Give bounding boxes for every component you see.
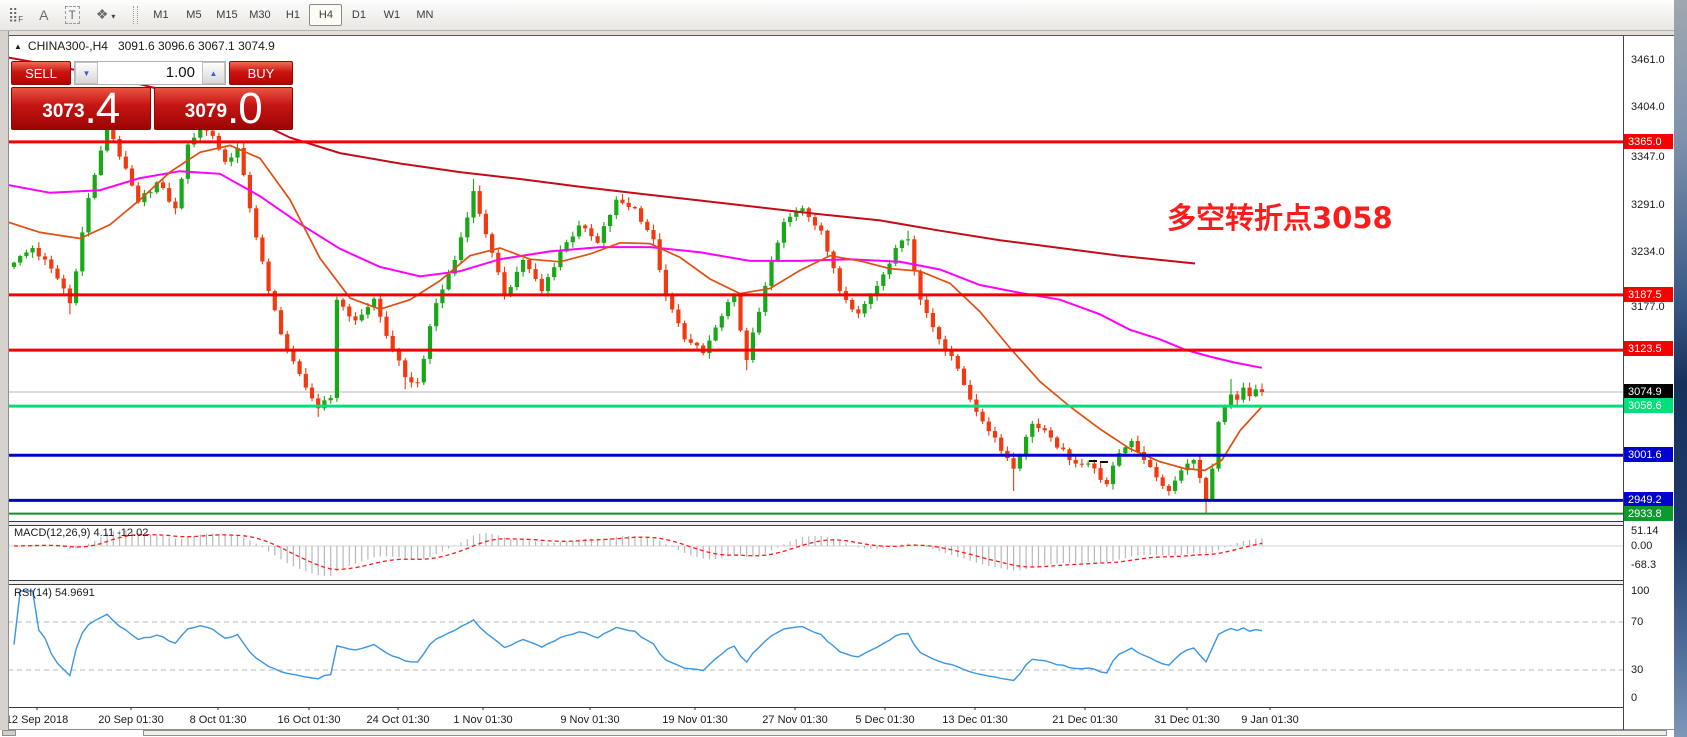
price-tag-2933.8: 2933.8 [1624, 506, 1673, 521]
date-label: 9 Jan 01:30 [1241, 714, 1299, 726]
date-label: 1 Nov 01:30 [453, 714, 513, 726]
window-top-gap [0, 31, 1687, 35]
shapes-dropdown-icon[interactable]: ❖ ▾ [95, 5, 116, 22]
timeframe-button-m5[interactable]: M5 [186, 9, 202, 21]
collapse-triangle-icon[interactable]: ▲ [14, 42, 22, 51]
horizontal-scrollbar [0, 730, 1687, 737]
rsi-axis-label: 70 [1631, 616, 1644, 628]
timeframe-button-w1[interactable]: W1 [383, 9, 401, 21]
date-label: 12 Sep 2018 [5, 714, 69, 726]
toolbar-separator [133, 6, 139, 24]
text-label-icon[interactable]: A [39, 7, 49, 23]
volume-decrease-button[interactable]: ▼ [75, 62, 98, 84]
rsi-axis-label: 30 [1631, 664, 1644, 676]
timeframe-button-d1[interactable]: D1 [351, 9, 366, 21]
rsi-axis-label: 0 [1631, 692, 1638, 704]
price-tag-3001.6: 3001.6 [1624, 447, 1673, 462]
trade-panel-top-row: SELL ▼ 1.00 ▲ BUY [11, 61, 293, 85]
volume-increase-button[interactable]: ▲ [202, 62, 225, 84]
timeframe-button-h1[interactable]: H1 [285, 9, 300, 21]
date-label: 5 Dec 01:30 [855, 714, 915, 726]
buy-price-fraction: .0 [227, 84, 263, 133]
buy-price-main: 3079 [184, 101, 228, 122]
macd-axis-label: 0.00 [1631, 540, 1653, 552]
price-tag-3187.5: 3187.5 [1624, 287, 1673, 302]
timeframe-buttons: M1 M5 M15 M30 H1 H4 D1 W1 MN [144, 4, 441, 26]
date-label: 8 Oct 01:30 [189, 714, 247, 726]
timeframe-button-mn[interactable]: MN [416, 9, 434, 21]
date-label: 9 Nov 01:30 [560, 714, 620, 726]
buy-button[interactable]: BUY [229, 61, 293, 85]
price-tag-2949.2: 2949.2 [1624, 492, 1673, 507]
text-box-icon[interactable]: T [64, 6, 80, 24]
date-label: 13 Dec 01:30 [942, 714, 1008, 726]
price-tick-label: 3291.0 [1631, 199, 1665, 211]
macd-axis-label: -68.3 [1631, 559, 1657, 571]
sell-price-main: 3073 [42, 101, 85, 122]
plot-right-border [1623, 35, 1624, 730]
price-tag-3365.0: 3365.0 [1624, 134, 1673, 149]
chart-header: ▲ CHINA300-,H4 3091.6 3096.6 3067.1 3074.9 [14, 39, 275, 53]
date-label: 16 Oct 01:30 [277, 714, 341, 726]
price-tick-label: 3177.0 [1631, 301, 1665, 313]
price-tag-3074.9: 3074.9 [1624, 384, 1673, 399]
rsi-panel-divider[interactable] [8, 580, 1623, 585]
sell-price-fraction: .4 [84, 84, 121, 133]
symbol-period-label: CHINA300-,H4 [27, 39, 108, 53]
scrollbar-left-grip[interactable] [2, 730, 16, 736]
date-label: 31 Dec 01:30 [1154, 714, 1220, 726]
ohlc-values: 3091.6 3096.6 3067.1 3074.9 [117, 39, 275, 53]
trade-panel-price-row: 3073.4 3079.0 [11, 84, 293, 133]
timeframe-button-m15[interactable]: M15 [216, 9, 238, 21]
price-tick-label: 3234.0 [1631, 246, 1665, 258]
macd-indicator-label: MACD(12,26,9) 4.11 -12.02 [14, 527, 149, 539]
buy-price-button[interactable]: 3079.0 [153, 84, 293, 133]
macd-panel-divider[interactable] [8, 521, 1623, 526]
timeframe-button-h4[interactable]: H4 [309, 4, 343, 26]
price-tick-label: 3404.0 [1631, 101, 1665, 113]
rsi-axis-label: 100 [1631, 585, 1650, 597]
one-click-trade-panel: SELL ▼ 1.00 ▲ BUY 3073.4 3079.0 [11, 61, 293, 133]
volume-input[interactable]: 1.00 [165, 64, 195, 81]
rsi-indicator-label: RSI(14) 54.9691 [14, 587, 95, 599]
date-label: 20 Sep 01:30 [98, 714, 164, 726]
volume-spinner: ▼ 1.00 ▲ [74, 61, 226, 85]
crosshair-grid-icon[interactable]: ⣿F [8, 5, 24, 24]
date-axis-bottom-border [0, 729, 1674, 730]
toolbar: ⣿F A T ❖ ▾ M1 M5 M15 M30 H1 H4 D1 W1 MN [0, 0, 1687, 31]
toolbar-icons: ⣿F A T ❖ ▾ [0, 6, 123, 25]
timeframe-button-m30[interactable]: M30 [249, 9, 271, 21]
price-tick-label: 3461.0 [1631, 54, 1665, 66]
price-tag-3123.5: 3123.5 [1624, 341, 1673, 356]
chart-window-top-border [8, 35, 1674, 36]
rsi-panel-bottom-border [8, 707, 1623, 708]
date-label: 27 Nov 01:30 [762, 714, 828, 726]
window-left-edge [0, 31, 9, 737]
date-label: 19 Nov 01:30 [662, 714, 728, 726]
date-label: 24 Oct 01:30 [366, 714, 430, 726]
date-axis[interactable]: 12 Sep 2018 20 Sep 01:30 8 Oct 01:30 16 Oct… [5, 710, 1674, 729]
price-tag-3058.6: 3058.6 [1624, 398, 1673, 413]
window-right-gradient-edge [1674, 0, 1687, 737]
price-tick-label: 3347.0 [1631, 151, 1665, 163]
sell-button[interactable]: SELL [11, 61, 71, 85]
text-annotation[interactable]: 多空转折点3058 [1167, 201, 1393, 235]
price-axis[interactable]: 3461.0 3404.0 3347.0 3291.0 3234.0 3177.0 51.1… [1624, 36, 1674, 729]
date-label: 21 Dec 01:30 [1052, 714, 1118, 726]
sell-price-button[interactable]: 3073.4 [11, 84, 151, 133]
macd-axis-label: 51.14 [1631, 525, 1659, 537]
scrollbar-thumb[interactable] [143, 730, 1667, 736]
timeframe-button-m1[interactable]: M1 [153, 9, 169, 21]
